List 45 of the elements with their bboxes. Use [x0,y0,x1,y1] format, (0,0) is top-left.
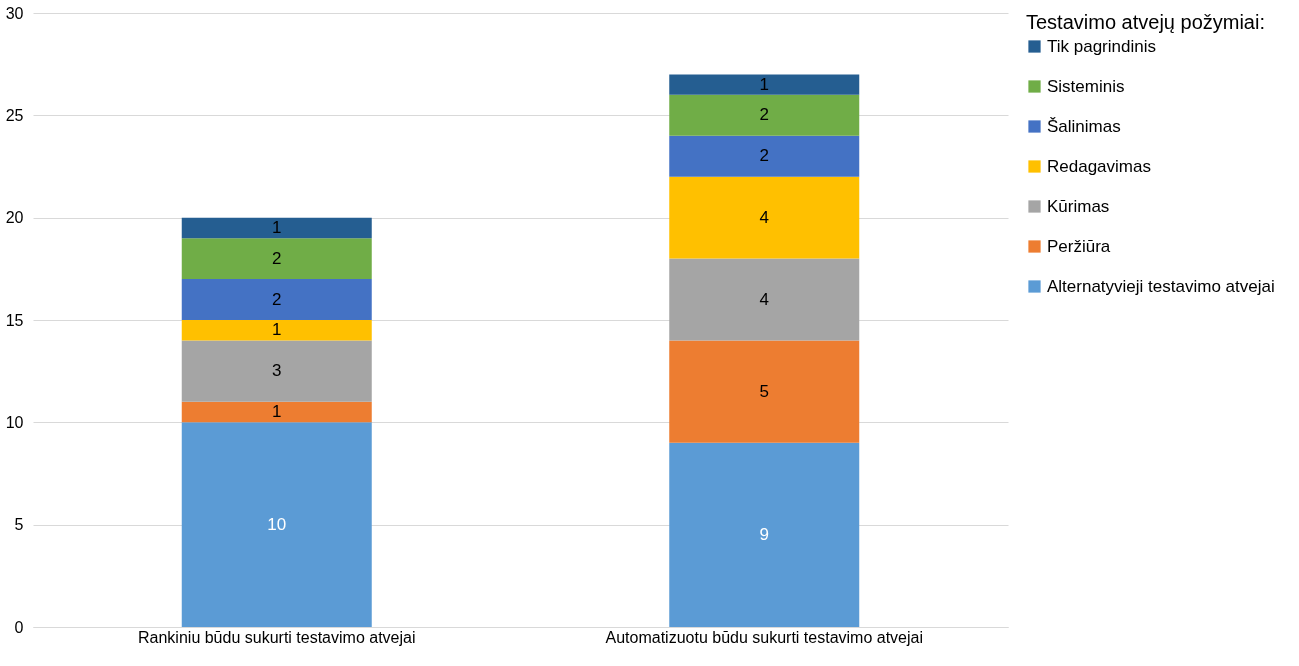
data-label: 2 [272,248,282,268]
legend-label: Kūrimas [1047,196,1110,216]
bar [669,258,860,341]
data-label: 4 [759,207,769,227]
bar [181,401,372,423]
bar [669,94,860,136]
legend-title: Testavimo atvejų požymiai: [1026,11,1265,33]
y-tick-label: 25 [5,106,24,124]
data-label: 2 [272,289,282,309]
data-label: 9 [759,524,769,544]
y-tick-label: 15 [5,311,24,329]
y-tick-label: 20 [5,209,24,227]
data-label: 1 [272,217,282,237]
bar [181,320,372,341]
data-label: 4 [759,289,769,309]
bar [669,442,860,627]
bar [181,340,372,402]
data-label: 2 [759,146,769,166]
x-tick-label: Automatizuotu būdu sukurti testavimo atvejai [605,628,923,646]
bar [181,422,372,627]
data-label: 10 [267,514,287,534]
data-label: 1 [272,402,282,422]
y-tick-label: 10 [5,413,24,431]
bar [669,176,860,259]
y-tick-label: 5 [14,516,24,534]
bar [669,74,860,95]
y-tick-label: 0 [14,618,24,636]
bar [181,238,372,280]
data-label: 1 [272,320,282,340]
bar [181,279,372,320]
data-label: 2 [759,105,769,125]
data-label: 3 [272,361,282,381]
legend-label: Redagavimas [1047,156,1151,176]
legend-label: Sisteminis [1047,76,1125,96]
x-tick-label: Rankiniu būdu sukurti testavimo atvejai [138,628,416,646]
y-tick-label: 30 [5,4,24,22]
bar [181,217,372,239]
data-label: 1 [759,74,769,94]
data-label: 5 [759,381,769,401]
legend-label: Šalinimas [1047,116,1121,136]
bar [669,135,860,177]
legend-label: Tik pagrindinis [1047,36,1156,56]
legend-label: Alternatyvieji testavimo atvejai [1047,276,1275,296]
bar [669,340,860,443]
legend-label: Peržiūra [1047,236,1111,256]
